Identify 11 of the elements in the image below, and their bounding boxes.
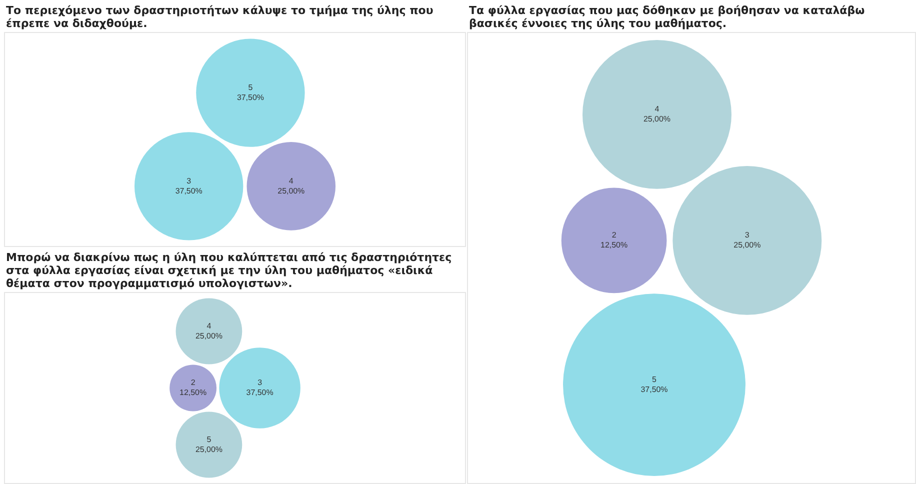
text: Μπορώ να διακρίνω πως η ύλη που καλύπτεται από τις δραστηριότητες στα φύλλα εργασίας είναι σχετική με την ύλη του μαθήματος «ειδικά θέματα στον προγραμματισμό υπολογιστων». (5, 250, 453, 292)
category-label: 5 (652, 375, 658, 384)
text: Το περιεχόμενο των δραστηριοτήτων κάλυψε το τμήμα της ύλης που έπρεπε να διδαχθούμε. (5, 3, 434, 32)
category-label: 3 (744, 230, 750, 240)
data-label: 25,00% (643, 114, 670, 124)
category-label: 2 (612, 230, 617, 240)
category-label: 4 (654, 104, 660, 114)
data-label: 12,50% (600, 240, 628, 250)
text: Τα φύλλα εργασίας που μας δόθηκαν με βοήθησαν να καταλάβω βασικές έννοιες της ύλης του μαθήματος. (468, 3, 866, 32)
data-label: 25,00% (734, 240, 761, 250)
data-label: 37,50% (640, 384, 668, 394)
